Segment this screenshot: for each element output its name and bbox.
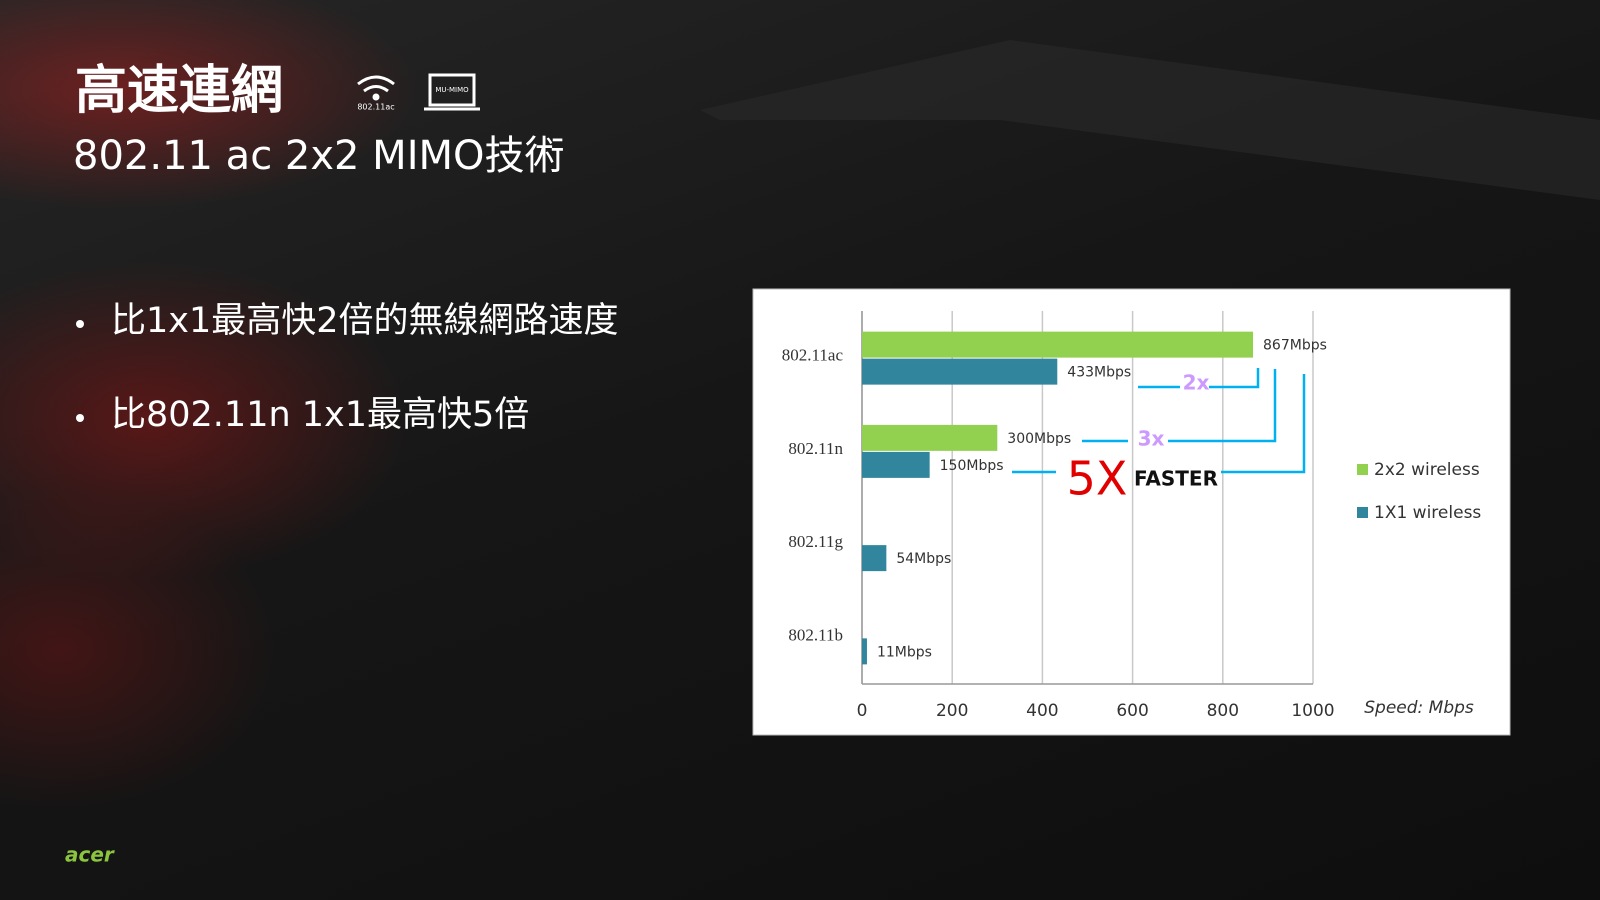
x-tick-label: 800 <box>1207 701 1239 721</box>
data-label: 433Mbps <box>1067 365 1131 381</box>
legend-swatch <box>1357 464 1368 475</box>
y-tick-label: 802.11g <box>788 532 843 551</box>
legend-label: 2x2 wireless <box>1374 460 1480 480</box>
y-tick-label: 802.11ac <box>782 346 844 365</box>
icon-label: MU-MIMO <box>435 86 469 94</box>
x-tick-label: 1000 <box>1291 701 1334 721</box>
x-tick-label: 200 <box>936 701 968 721</box>
bullet: 比802.11n 1x1最高快5倍 <box>111 395 529 435</box>
annotation: FASTER <box>1134 467 1218 491</box>
slide-title: 高速連網 <box>75 61 283 121</box>
logo: acer <box>65 843 115 867</box>
y-tick-label: 802.11b <box>788 625 843 644</box>
track-mark <box>700 40 1600 200</box>
x-axis-label: Speed: Mbps <box>1364 698 1474 718</box>
slide-subtitle: 802.11 ac 2x2 MIMO技術 <box>73 133 564 179</box>
bar <box>862 451 930 478</box>
chart: 0 200 400 600 800 1000 802.11ac 867Mbps 433Mbps 8… <box>782 311 1481 721</box>
legend-label: 1X1 wireless <box>1374 503 1481 523</box>
data-label: 300Mbps <box>1007 431 1071 447</box>
wifi-icon <box>357 75 395 101</box>
data-label: 867Mbps <box>1263 338 1327 354</box>
legend-swatch <box>1357 507 1368 518</box>
bullet-dot <box>76 320 84 328</box>
laptop-icon <box>424 73 480 111</box>
data-label: 150Mbps <box>940 458 1004 474</box>
bar <box>862 638 867 665</box>
bullet: 比1x1最高快2倍的無線網路速度 <box>111 301 619 341</box>
y-tick-label: 802.11n <box>788 439 843 458</box>
x-tick-label: 400 <box>1026 701 1058 721</box>
bar <box>862 545 887 572</box>
x-tick-label: 0 <box>857 701 868 721</box>
bar <box>862 331 1254 358</box>
x-tick-label: 600 <box>1116 701 1148 721</box>
bar <box>862 424 998 451</box>
data-label: 11Mbps <box>877 644 932 660</box>
annotation: 3x <box>1138 427 1165 451</box>
annotation: 2x <box>1183 371 1210 395</box>
connectors <box>1012 368 1306 474</box>
bullet-dot <box>76 414 84 422</box>
icon-label: 802.11ac <box>357 103 394 112</box>
data-label: 54Mbps <box>896 551 951 567</box>
bar <box>862 358 1058 385</box>
annotation: 5X <box>1067 452 1128 506</box>
